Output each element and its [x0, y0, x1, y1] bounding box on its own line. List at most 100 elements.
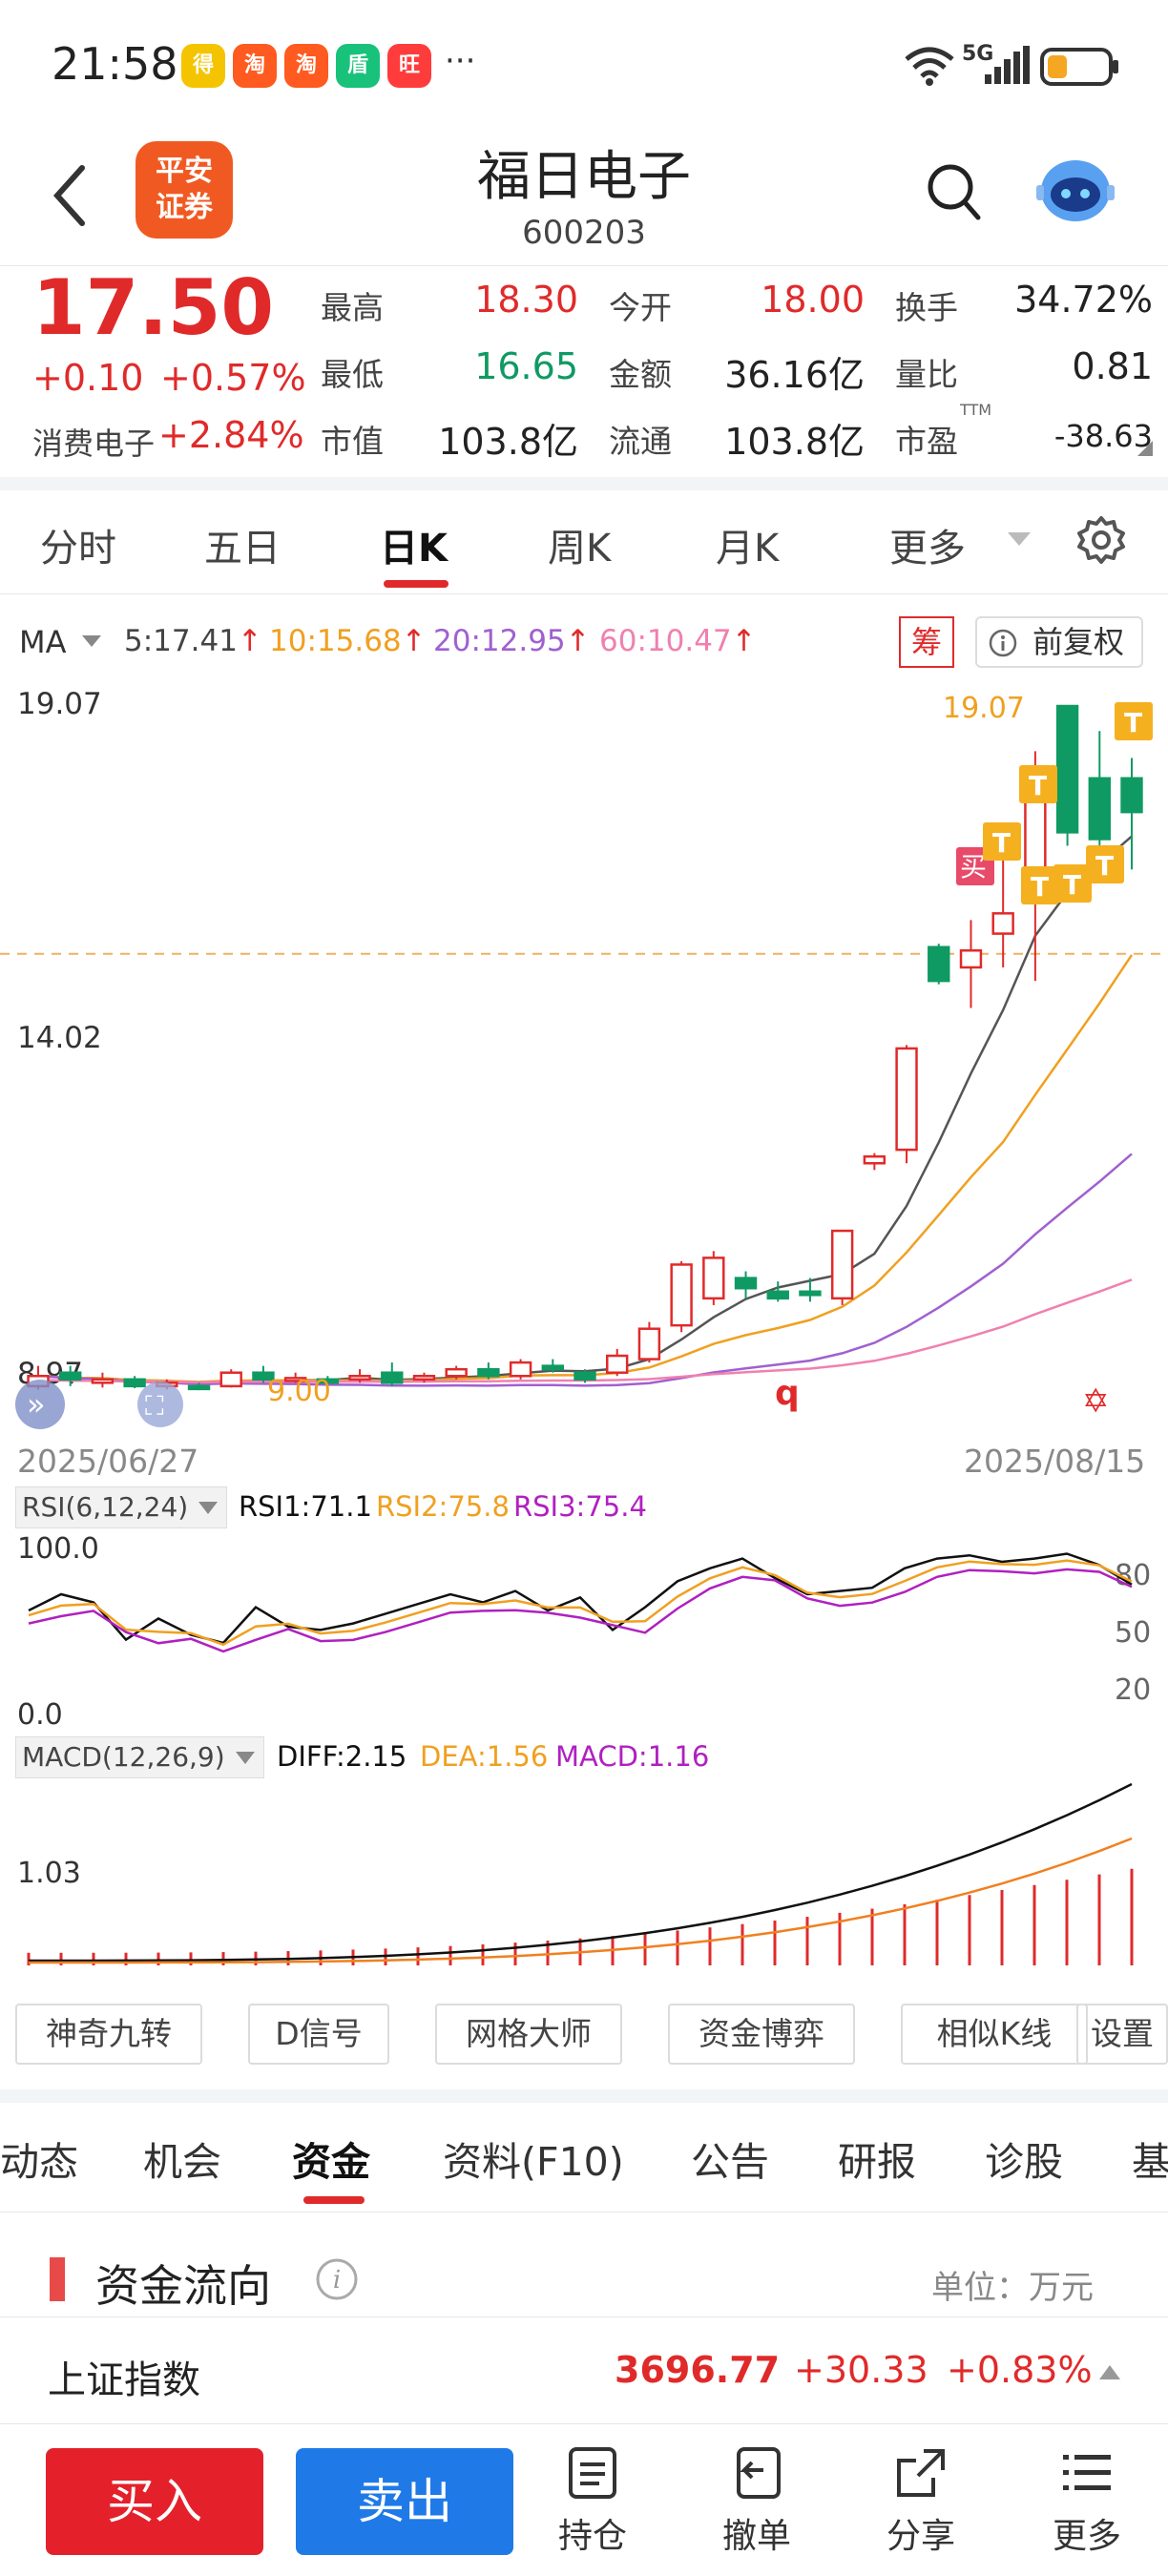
help-icon[interactable]: i — [315, 2257, 359, 2301]
status-time: 21:58 — [52, 38, 178, 90]
t-marker: T — [1031, 871, 1049, 903]
sell-button[interactable]: 卖出 — [296, 2448, 513, 2555]
buy-button[interactable]: 买入 — [46, 2448, 263, 2555]
tab-weekly-k[interactable]: 周K — [548, 527, 612, 571]
ma60-value: 60:10.47↑ — [599, 624, 757, 658]
candle-body — [283, 1377, 307, 1382]
similar-k-button[interactable]: 相似K线 — [901, 2004, 1088, 2065]
tab-five-day[interactable]: 五日 — [204, 527, 281, 571]
nav-position-label: 持仓 — [557, 2517, 627, 2556]
back-icon[interactable] — [48, 162, 90, 229]
corner-expand-icon — [1137, 441, 1153, 456]
rsi-y-bottom: 0.0 — [17, 1698, 63, 1732]
svg-text:i: i — [333, 2266, 341, 2295]
tab-funds[interactable]: 资金 — [292, 2139, 370, 2185]
adjust-button[interactable]: 前复权 — [975, 616, 1143, 668]
turnover-label: 换手 — [895, 289, 958, 326]
nav-more[interactable]: 更多 — [1034, 2447, 1139, 2558]
tab-intraday[interactable]: 分时 — [40, 527, 116, 571]
candle-body — [670, 1263, 693, 1327]
float-cap-label: 流通 — [609, 423, 672, 460]
volume-ratio-value: 0.81 — [1072, 345, 1153, 387]
index-name[interactable]: 上证指数 — [48, 2358, 200, 2402]
rsi1-value: RSI1:71.1 — [239, 1490, 372, 1523]
rsi-dropdown-icon — [198, 1502, 219, 1514]
tab-more[interactable]: 更多 — [889, 527, 966, 571]
candle-body — [477, 1367, 500, 1378]
status-bar: 21:58 得 淘 淘 盾 旺 ··· 5G — [0, 0, 1168, 134]
nav-cancel-order[interactable]: 撤单 — [704, 2447, 809, 2558]
tab-fundamentals[interactable]: 基 — [1132, 2139, 1168, 2185]
tab-research[interactable]: 研报 — [838, 2139, 916, 2185]
macd-diff-line — [29, 1782, 1133, 1963]
search-icon[interactable] — [926, 162, 983, 223]
rsi2-value: RSI2:75.8 — [376, 1490, 510, 1523]
macd-indicator-selector[interactable]: MACD(12,26,9) — [15, 1736, 264, 1778]
tab-daily-k[interactable]: 日K — [380, 527, 448, 571]
expand-up-icon[interactable] — [1097, 2362, 1122, 2381]
candle-body — [830, 1229, 854, 1300]
t-marker-bg — [1115, 702, 1153, 740]
pe-label: 市盈 — [895, 423, 958, 460]
fullscreen-icon: ⛶ — [145, 1390, 164, 1422]
candle-body — [541, 1364, 564, 1371]
chip-distribution-button[interactable]: 筹 — [899, 616, 954, 668]
low-label: 最低 — [321, 356, 384, 393]
rsi-indicator-selector[interactable]: RSI(6,12,24) — [15, 1486, 228, 1528]
stock-code: 600203 — [522, 214, 646, 252]
candle-body — [59, 1371, 82, 1381]
kline-y-top-label: 19.07 — [17, 687, 102, 721]
nav-share[interactable]: 分享 — [868, 2447, 973, 2558]
ma10-line — [37, 954, 1134, 1383]
magic-nine-button[interactable]: 神奇九转 — [15, 2004, 202, 2065]
nav-position[interactable]: 持仓 — [540, 2447, 645, 2558]
app-4-icon: 盾 — [336, 44, 380, 88]
tab-announcements[interactable]: 公告 — [691, 2139, 769, 2185]
active-tab-indicator — [384, 580, 448, 588]
share-icon — [897, 2449, 945, 2497]
chevron-down-icon[interactable] — [1006, 530, 1032, 548]
candle-body — [252, 1371, 275, 1381]
candle-body — [316, 1378, 340, 1384]
taobao-icon: 淘 — [233, 44, 277, 88]
low-value: 16.65 — [474, 345, 578, 387]
cancel-order-icon — [737, 2447, 781, 2499]
ma-dropdown-icon[interactable] — [80, 634, 103, 649]
candle-body — [702, 1257, 725, 1300]
t-marker: T — [1063, 869, 1081, 901]
ma-label[interactable]: MA — [19, 624, 67, 660]
min-price-label: 9.00 — [267, 1375, 331, 1408]
t-marker-bg — [1053, 864, 1092, 903]
more-notifications: ··· — [445, 42, 476, 80]
candle-body — [959, 949, 983, 969]
last-price: 17.50 — [32, 263, 275, 352]
network-type: 5G — [962, 42, 994, 66]
candle-body — [895, 1047, 918, 1152]
stock-header: 平安 证券 福日电子 600203 — [0, 134, 1168, 267]
d-signal-button[interactable]: D信号 — [248, 2004, 389, 2065]
tab-opportunity[interactable]: 机会 — [143, 2139, 221, 2185]
fund-game-button[interactable]: 资金博弈 — [668, 2004, 855, 2065]
sector-change-pct[interactable]: +2.84% — [158, 414, 304, 456]
t-marker-bg — [983, 822, 1021, 861]
gear-icon[interactable] — [1076, 515, 1126, 565]
t-marker: T — [1095, 850, 1114, 882]
t-marker: T — [1124, 707, 1142, 738]
grid-master-button[interactable]: 网格大师 — [435, 2004, 622, 2065]
market-cap-label: 市值 — [321, 423, 384, 460]
tab-f10[interactable]: 资料(F10) — [443, 2139, 624, 2185]
tab-monthly-k[interactable]: 月K — [716, 527, 780, 571]
index-change: +30.33 — [794, 2349, 928, 2391]
index-value: 3696.77 — [615, 2349, 781, 2391]
sector-name[interactable]: 消费电子 — [32, 426, 156, 462]
tab-news[interactable]: 动态 — [0, 2139, 78, 2185]
candle-body — [991, 912, 1014, 935]
pe-value: -38.63 — [1053, 418, 1153, 454]
tab-diagnosis[interactable]: 诊股 — [985, 2139, 1063, 2185]
macd-diff-value: DIFF:2.15 — [277, 1740, 407, 1773]
battery-icon — [1040, 48, 1118, 86]
settings-button[interactable]: 设置 — [1076, 2004, 1168, 2065]
ma5-line — [37, 835, 1133, 1384]
assistant-robot-icon[interactable] — [1034, 153, 1116, 227]
